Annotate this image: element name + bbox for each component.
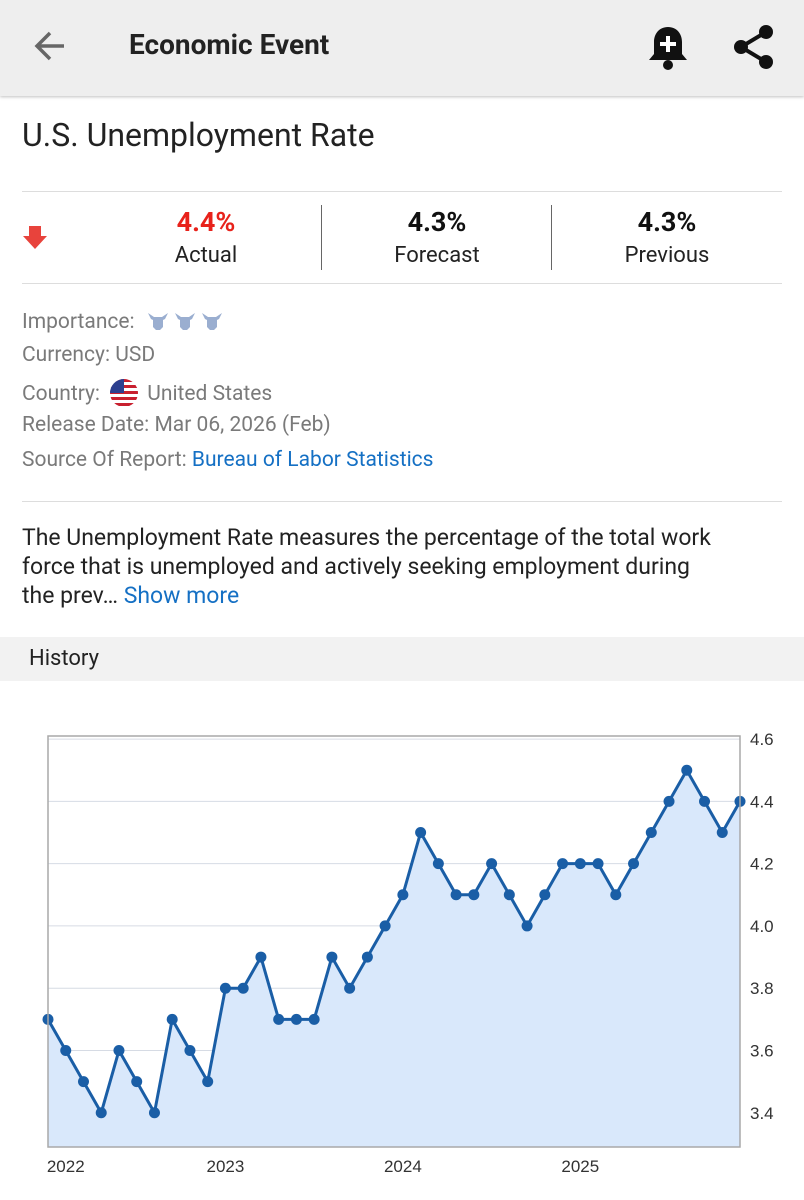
value: Mar 06, 2026 (Feb)	[154, 413, 331, 437]
divider	[321, 205, 322, 270]
forecast-value: 4.3%	[407, 206, 467, 238]
point	[255, 951, 267, 963]
point	[539, 889, 551, 901]
point	[574, 858, 586, 870]
event-title: U.S. Unemployment Rate	[22, 116, 375, 154]
point	[184, 1044, 196, 1056]
point	[273, 1013, 285, 1025]
down-arrow	[23, 226, 47, 249]
point	[592, 858, 604, 870]
y-tick-label: 4.0	[750, 917, 774, 936]
point	[663, 795, 675, 807]
point	[468, 889, 480, 901]
point	[290, 1013, 302, 1025]
y-tick-label: 3.4	[750, 1104, 774, 1123]
point	[645, 827, 657, 839]
point	[131, 1076, 143, 1088]
label: Release Date:	[22, 413, 150, 437]
point	[166, 1013, 178, 1025]
line	[46, 767, 742, 1118]
forecast-label: Forecast	[394, 243, 480, 268]
point	[716, 827, 728, 839]
y-tick-label: 3.8	[750, 979, 774, 998]
point	[379, 920, 391, 932]
app-bar-title: Economic Event	[129, 28, 330, 61]
y-tick-label: 4.2	[750, 855, 774, 874]
history-band	[0, 637, 804, 681]
label: Country:	[22, 382, 101, 406]
show-more-link[interactable]: Show more	[123, 582, 240, 609]
divider	[22, 283, 782, 284]
point	[628, 858, 640, 870]
point	[95, 1107, 107, 1119]
point	[432, 858, 444, 870]
point	[681, 764, 693, 776]
point	[77, 1076, 89, 1088]
x-tick-label: 2022	[47, 1157, 85, 1176]
actual-value: 4.4%	[176, 206, 236, 238]
value: United States	[147, 382, 273, 406]
point	[397, 889, 409, 901]
point	[521, 920, 533, 932]
point	[60, 1044, 72, 1056]
point	[557, 858, 569, 870]
history-title: History	[29, 646, 99, 671]
label: Currency:	[22, 343, 111, 367]
history-chart: 3.4 3.6 3.8 4.0 4.2 4.4 4.6 2022 2023 2024 2025	[42, 730, 774, 1176]
country-row: Country: United States	[22, 378, 272, 408]
point	[113, 1044, 125, 1056]
y-tick-label: 4.4	[750, 792, 774, 811]
x-tick-label: 2023	[207, 1157, 245, 1176]
share-button[interactable]	[732, 24, 776, 70]
y-tick-label: 3.6	[750, 1041, 774, 1060]
alert-button[interactable]	[646, 24, 690, 72]
point	[503, 889, 515, 901]
source-row: Source Of Report: Bureau of Labor Statis…	[22, 448, 434, 472]
description-line: The Unemployment Rate measures the perce…	[22, 524, 711, 551]
point	[344, 982, 356, 994]
point	[699, 795, 711, 807]
x-tick-label: 2025	[561, 1157, 599, 1176]
divider	[551, 205, 552, 270]
description-line: the prev… Show more	[22, 582, 239, 609]
back-button[interactable]	[30, 28, 70, 64]
point	[450, 889, 462, 901]
actual-label: Actual	[174, 243, 238, 268]
point	[326, 951, 338, 963]
y-tick-label: 4.6	[750, 730, 774, 749]
previous-label: Previous	[624, 243, 710, 268]
description-line: force that is unemployed and actively se…	[22, 553, 690, 580]
currency-row: Currency: USD	[22, 343, 155, 367]
description-text: the prev…	[22, 582, 118, 609]
flag-icon	[110, 379, 139, 407]
point	[610, 889, 622, 901]
point	[202, 1076, 214, 1088]
x-tick-label: 2024	[384, 1157, 422, 1176]
previous-value: 4.3%	[637, 206, 697, 238]
divider	[22, 191, 782, 192]
point	[237, 982, 249, 994]
point	[361, 951, 373, 963]
point	[148, 1107, 160, 1119]
point	[219, 982, 231, 994]
label: Source Of Report:	[22, 448, 187, 472]
plot-frame	[47, 735, 741, 1148]
label: Importance:	[22, 310, 135, 334]
point	[415, 827, 427, 839]
importance-icons	[147, 313, 222, 330]
source-link[interactable]: Bureau of Labor Statistics	[191, 448, 434, 472]
divider	[22, 501, 782, 502]
release-date-row: Release Date: Mar 06, 2026 (Feb)	[22, 413, 331, 437]
importance-row: Importance:	[22, 309, 226, 334]
value: USD	[115, 343, 156, 367]
point	[486, 858, 498, 870]
point	[308, 1013, 320, 1025]
